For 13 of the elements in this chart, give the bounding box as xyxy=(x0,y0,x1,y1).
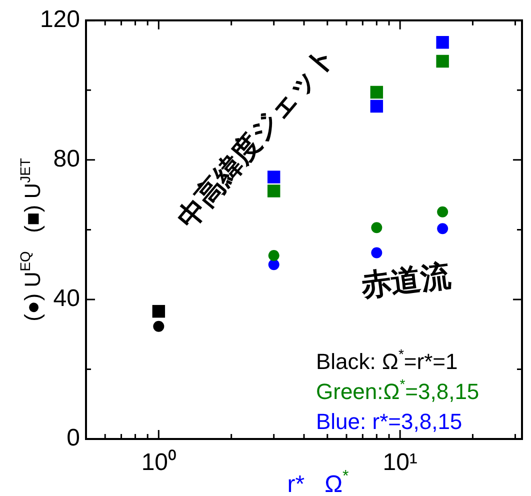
annotation: Black: Ω*=r*=1 xyxy=(316,346,458,374)
y-tick-label: 80 xyxy=(53,146,80,173)
y-tick-label: 0 xyxy=(66,424,80,452)
annotation: Green:Ω*=3,8,15 xyxy=(316,376,480,404)
y-tick-label: 120 xyxy=(40,6,80,34)
annotation: 赤道流 xyxy=(358,258,454,304)
y-tick-label: 40 xyxy=(53,285,80,312)
x-axis-title: r* Ω* xyxy=(287,468,349,496)
annotation: 中高緯度ジェット xyxy=(170,38,342,235)
annotation: Blue: r*=3,8,15 xyxy=(316,409,462,434)
x-tick-label: 10⁰ xyxy=(141,449,176,476)
x-tick-label: 10¹ xyxy=(382,449,418,476)
text: (●) UEQ (■) UJET xyxy=(17,158,45,322)
